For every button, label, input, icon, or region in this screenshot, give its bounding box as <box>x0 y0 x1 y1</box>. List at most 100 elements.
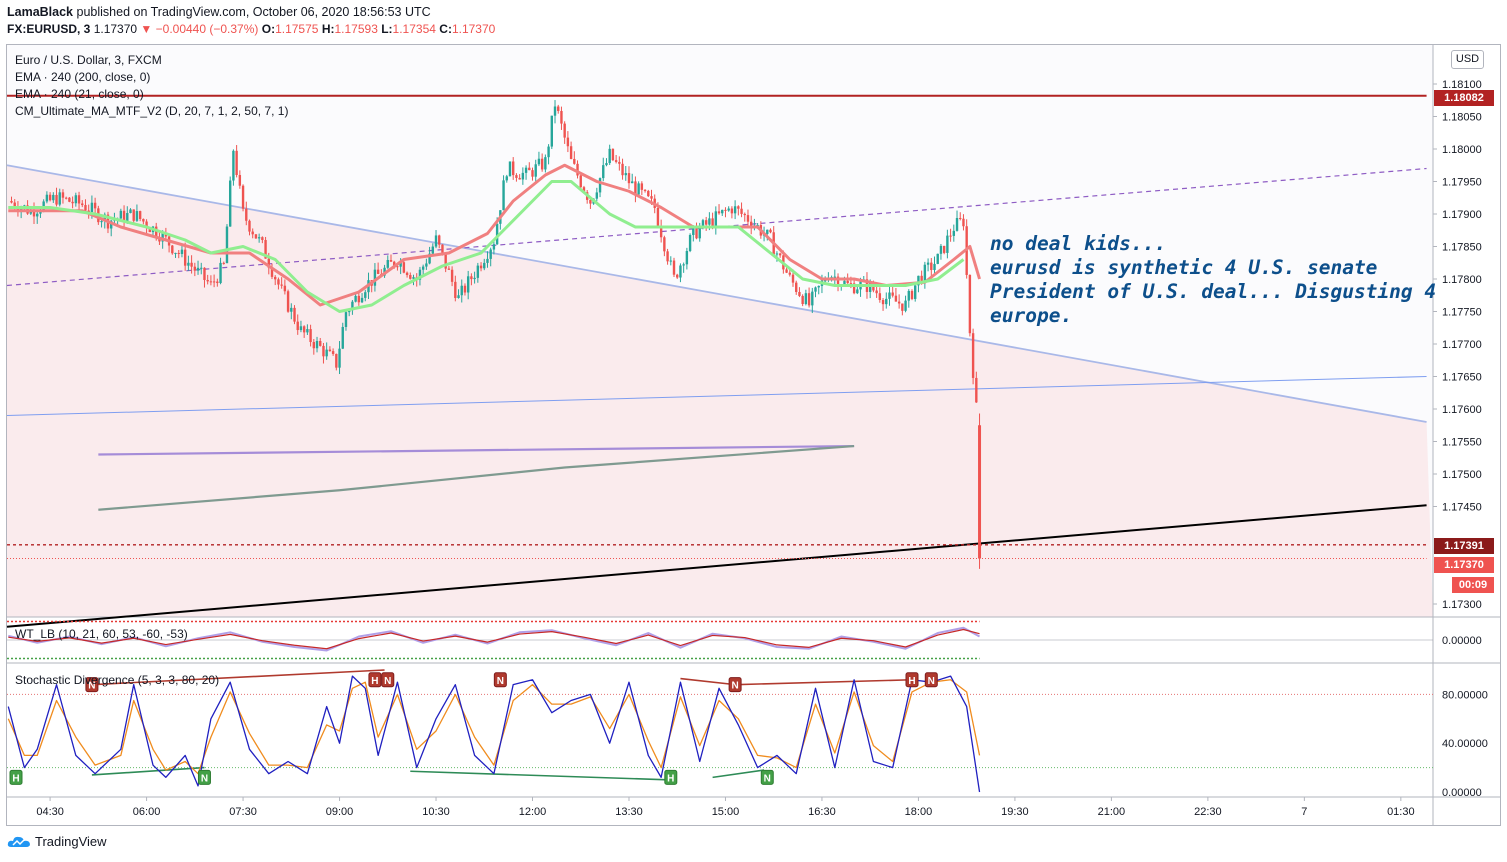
time-tick-label: 10:30 <box>422 806 450 818</box>
candle-body <box>319 340 322 346</box>
candle-body <box>737 206 740 209</box>
annotation-text[interactable]: no deal kids... eurusd is synthetic 4 U.… <box>990 232 1437 327</box>
candle-body <box>405 272 409 276</box>
legend-ema-21[interactable]: EMA · 240 (21, close, 0) <box>15 87 144 101</box>
publisher-name[interactable]: LamaBlack <box>7 5 74 19</box>
candle-body <box>155 226 158 238</box>
candle-body <box>495 223 499 245</box>
candle-body <box>280 284 283 286</box>
currency-button[interactable]: USD <box>1451 50 1484 69</box>
candle-body <box>624 173 627 176</box>
candle-body <box>843 280 846 286</box>
legend-stochastic[interactable]: Stochastic Divergence (5, 3, 3, 80, 20) <box>15 673 220 687</box>
candle-body <box>589 199 592 204</box>
tradingview-logo[interactable]: TradingView <box>7 834 107 849</box>
stoch-tick-label: 0.00000 <box>1442 787 1482 799</box>
candle-body <box>849 283 853 285</box>
divergence-marker-bear <box>381 672 395 688</box>
chart-frame <box>6 44 1501 826</box>
candle-body <box>68 197 71 202</box>
candle-body <box>515 175 518 178</box>
candle-body <box>939 245 943 254</box>
candle-body <box>521 172 525 180</box>
time-tick-label: 18:00 <box>905 806 933 818</box>
candle-body <box>627 173 631 184</box>
candle-body <box>701 220 705 228</box>
candle-body <box>730 208 734 214</box>
symbol-name: FX:EURUSD, 3 <box>7 22 91 36</box>
candle-body <box>206 279 209 282</box>
candle-body <box>216 281 219 284</box>
divergence-marker-bear <box>368 672 382 688</box>
candle-body <box>248 220 251 232</box>
candle-body <box>232 150 235 181</box>
price-tick-label: 1.18100 <box>1442 79 1482 91</box>
candle-body <box>257 237 261 239</box>
candle-body <box>540 158 544 170</box>
candle-body <box>84 205 87 211</box>
candle-body <box>647 190 650 197</box>
candle-body <box>785 269 788 273</box>
price-tick-label: 1.17900 <box>1442 209 1482 221</box>
candle-body <box>868 282 872 292</box>
price-tick-label: 1.17550 <box>1442 437 1482 449</box>
candle-body <box>926 262 930 265</box>
candle-body <box>733 206 737 214</box>
grey-rising-line <box>98 444 855 511</box>
candle-body <box>643 189 647 191</box>
legend-cm-ultimate-ma[interactable]: CM_Ultimate_MA_MTF_V2 (D, 20, 7, 1, 2, 5… <box>15 104 289 118</box>
candle-body <box>579 175 582 188</box>
candle-body <box>573 158 576 164</box>
candle-body <box>885 298 888 305</box>
candle-body <box>769 229 772 233</box>
candle-body <box>122 210 126 223</box>
legend-ema-200[interactable]: EMA · 240 (200, close, 0) <box>15 70 151 84</box>
tradingview-wordmark: TradingView <box>35 834 107 849</box>
candle-body <box>582 187 586 193</box>
candle-body <box>968 274 972 334</box>
candle-body <box>637 183 640 195</box>
candle-body <box>933 263 936 271</box>
candle-body <box>949 235 952 237</box>
candle-body <box>219 262 222 284</box>
horizontal-support-line <box>6 376 1427 416</box>
legend-wt-lb[interactable]: WT_LB (10, 21, 60, 53, -60, -53) <box>15 627 188 641</box>
candle-body <box>132 209 135 221</box>
candle-body <box>209 281 213 283</box>
legend-title: Euro / U.S. Dollar, 3, FXCM <box>15 53 162 67</box>
candle-body <box>605 163 608 166</box>
time-tick-label: 19:30 <box>1001 806 1029 818</box>
candle-body <box>795 282 798 292</box>
open-value: 1.17575 <box>275 22 319 36</box>
price-tick-label: 1.17600 <box>1442 404 1482 416</box>
low-label: L: <box>381 22 393 36</box>
candle-body <box>595 192 599 199</box>
candle-body <box>959 218 962 220</box>
candle-body <box>952 230 956 236</box>
candle-body <box>528 167 531 171</box>
candle-body <box>264 239 267 259</box>
candle-body <box>187 262 190 266</box>
candle-body <box>569 146 573 159</box>
candle-body <box>142 218 145 222</box>
candle-body <box>463 285 467 293</box>
candle-body <box>743 213 746 216</box>
time-tick-label: 7 <box>1301 806 1307 818</box>
price-tick-label: 1.18000 <box>1442 144 1482 156</box>
candle-body <box>421 266 425 270</box>
candle-body <box>347 310 351 313</box>
candle-body <box>775 253 779 255</box>
candle-body <box>315 340 319 349</box>
candle-body <box>836 276 840 287</box>
candle-body <box>302 326 306 333</box>
candle-body <box>441 244 444 253</box>
candle-body <box>505 176 508 181</box>
candle-body <box>396 266 399 268</box>
main-pane-bg <box>7 45 1433 617</box>
candle-body <box>547 146 550 158</box>
divergence-marker-label: N <box>764 773 771 784</box>
candle-body <box>100 221 103 223</box>
price-tick-label: 1.17750 <box>1442 307 1482 319</box>
candle-body <box>544 157 547 170</box>
